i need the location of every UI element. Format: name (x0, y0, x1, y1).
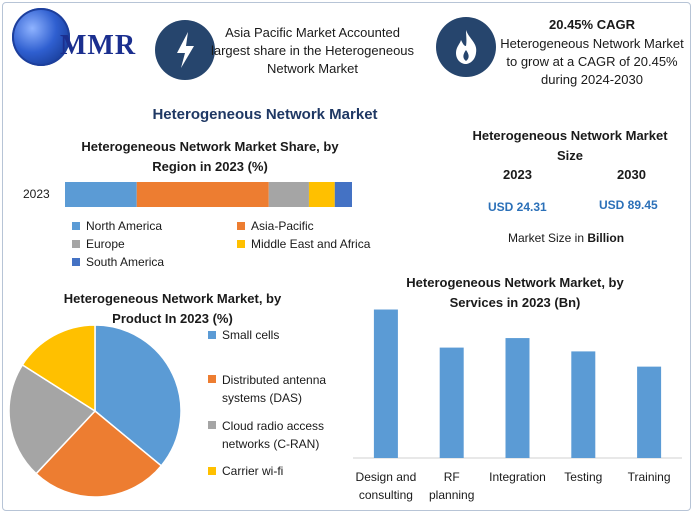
region-chart-title: Heterogeneous Network Market Share, by R… (81, 139, 339, 174)
services-tick-label: Integration (489, 470, 546, 484)
legend-label: Distributed antenna systems (DAS) (222, 373, 327, 405)
region-info-text: Asia Pacific Market Accounted largest sh… (210, 25, 415, 76)
legend-carrier-wifi: Carrier wi-fi (208, 463, 342, 480)
legend-asia-pacific: Asia-Pacific (237, 219, 314, 233)
product-chart-title: Heterogeneous Network Market, by Product… (63, 291, 282, 326)
services-tick-label: Design and (356, 470, 417, 484)
region-bar-segment (136, 182, 269, 207)
brand-logo: MMR (60, 30, 137, 61)
main-title: Heterogeneous Network Market (152, 106, 378, 123)
legend-europe: Europe (72, 237, 125, 251)
services-tick-label: Testing (564, 470, 602, 484)
legend-south-america: South America (72, 255, 164, 269)
cagr-title: 20.45% CAGR (549, 17, 635, 32)
pie-slice (8, 363, 97, 475)
market-size-title: Heterogeneous Network Market Size (472, 128, 668, 163)
infographic-frame (2, 2, 691, 511)
lightning-icon-badge (155, 20, 215, 80)
market-size-year-a: 2023 (503, 167, 532, 182)
services-bar (637, 366, 662, 458)
pie-slice (94, 324, 182, 467)
market-size-year-b: 2030 (617, 167, 646, 182)
region-bar-segment (268, 182, 309, 207)
services-tick-label: RF (444, 470, 460, 484)
services-bar (505, 338, 530, 458)
services-tick-label: planning (429, 488, 474, 502)
legend-label: Asia-Pacific (251, 219, 314, 233)
legend-label: Middle East and Africa (251, 237, 371, 251)
services-bar (439, 347, 464, 458)
services-bar (571, 351, 596, 458)
market-size-unit: Market Size in Billion (508, 231, 624, 245)
cagr-info-text: Heterogeneous Network Market to grow at … (500, 36, 684, 87)
market-size-unit-prefix: Market Size in (508, 231, 585, 245)
pie-slice (35, 409, 163, 498)
region-bar-segment (65, 182, 137, 207)
legend-label: North America (86, 219, 163, 233)
legend-small-cells: Small cells (208, 327, 342, 344)
pie-slice (21, 324, 96, 413)
services-tick-label: consulting (359, 488, 413, 502)
services-bar (373, 309, 398, 458)
legend-middle-east-africa: Middle East and Africa (237, 237, 370, 251)
flame-icon (456, 30, 477, 64)
region-bar-segment (308, 182, 335, 207)
region-bar-segment (334, 182, 352, 207)
market-size-unit-bold: Billion (587, 231, 625, 245)
globe-icon (12, 8, 70, 66)
market-size-value-b: USD 89.45 (599, 198, 658, 212)
legend-label: Europe (86, 237, 125, 251)
flame-icon-badge (436, 17, 496, 77)
legend-north-america: North America (72, 219, 162, 233)
legend-das: Distributed antenna systems (DAS) (208, 371, 352, 407)
services-chart-title: Heterogeneous Network Market, by Service… (406, 275, 624, 310)
lightning-icon (177, 32, 194, 68)
legend-label: South America (86, 255, 165, 269)
legend-c-ran: Cloud radio access networks (C-RAN) (208, 417, 352, 453)
legend-label: Carrier wi-fi (222, 464, 284, 478)
legend-label: Small cells (222, 328, 280, 342)
region-chart-category: 2023 (23, 187, 50, 201)
market-size-value-a: USD 24.31 (488, 200, 547, 214)
legend-label: Cloud radio access networks (C-RAN) (222, 419, 325, 451)
services-tick-label: Training (628, 470, 671, 484)
